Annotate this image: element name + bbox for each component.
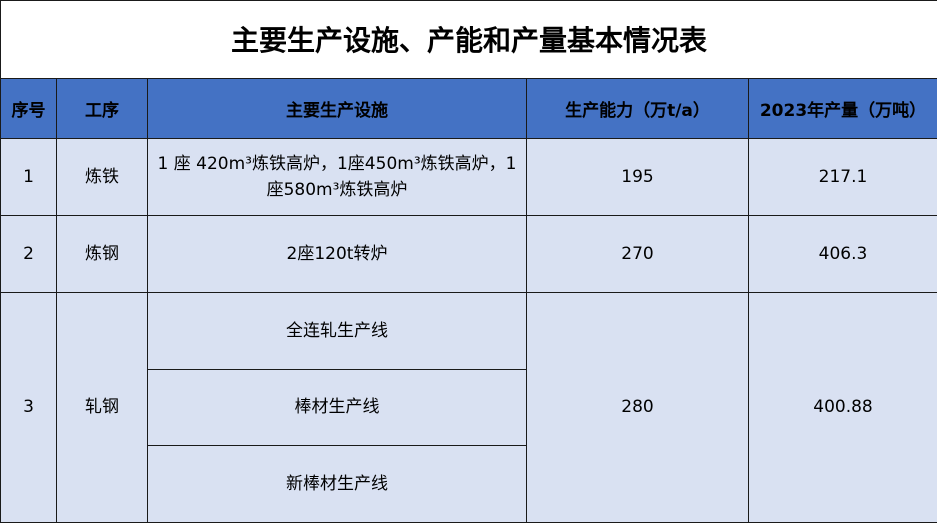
table-subrow: 棒材生产线 xyxy=(1,368,937,447)
cell-process: 炼铁 xyxy=(56,138,148,217)
cell-output: 400.88 xyxy=(747,291,937,523)
cell-facilities: 2座120t转炉 xyxy=(147,215,527,293)
cell-output: 406.3 xyxy=(747,215,937,293)
cell-facilities: 新棒材生产线 xyxy=(147,445,527,523)
cell-no: 3 xyxy=(0,291,57,523)
table-title: 主要生产设施、产能和产量基本情况表 xyxy=(0,0,937,79)
cell-process: 轧钢 xyxy=(56,291,148,523)
cell-facilities: 1 座 420m³炼铁高炉，1座450m³炼铁高炉，1座580m³炼铁高炉 xyxy=(147,138,527,217)
cell-no: 2 xyxy=(0,215,57,293)
table-row: 1 炼铁 1 座 420m³炼铁高炉，1座450m³炼铁高炉，1座580m³炼铁… xyxy=(0,138,937,217)
cell-capacity: 270 xyxy=(526,215,749,293)
header-process: 工序 xyxy=(56,77,148,140)
cell-capacity: 195 xyxy=(526,138,749,217)
cell-process: 炼钢 xyxy=(56,215,148,293)
cell-capacity: 280 xyxy=(526,291,749,523)
cell-output: 217.1 xyxy=(747,138,937,217)
cell-no: 1 xyxy=(0,138,57,217)
cell-facilities: 全连轧生产线 xyxy=(147,291,527,370)
table-row: 2 炼钢 2座120t转炉 270 406.3 xyxy=(0,215,937,293)
header-output: 2023年产量（万吨） xyxy=(747,77,937,140)
table-subrow: 新棒材生产线 xyxy=(1,445,937,523)
header-capacity: 生产能力（万t/a） xyxy=(526,77,749,140)
header-facilities: 主要生产设施 xyxy=(147,77,527,140)
cell-facilities: 棒材生产线 xyxy=(147,368,527,447)
header-no: 序号 xyxy=(0,77,57,140)
table-row: 3 轧钢 全连轧生产线 280 400.88 xyxy=(0,291,937,523)
